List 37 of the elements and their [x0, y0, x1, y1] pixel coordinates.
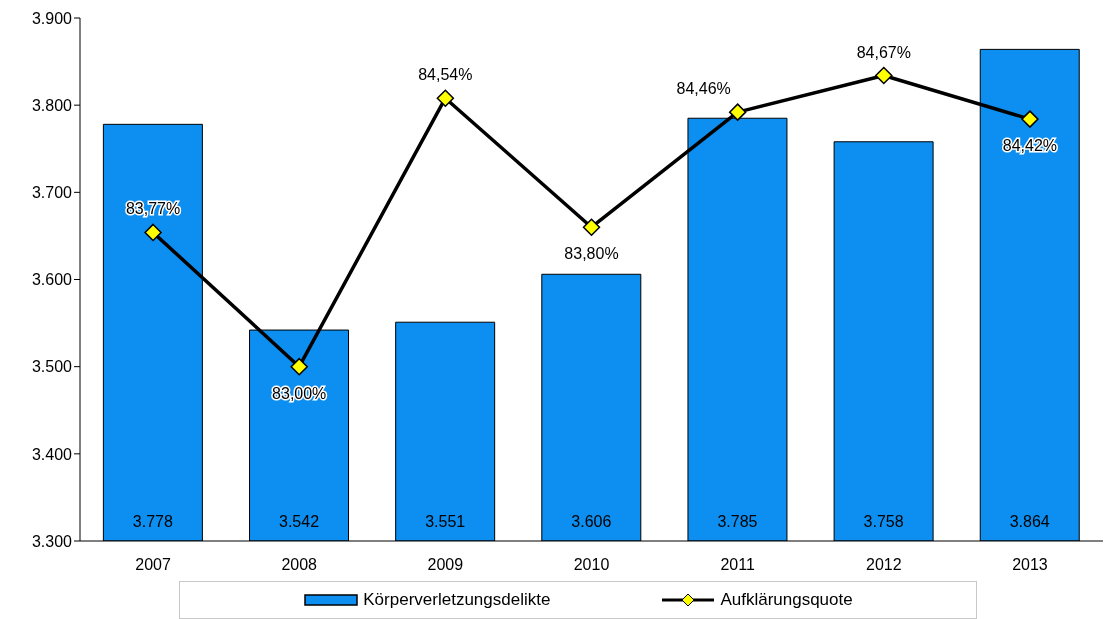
x-tick-label: 2010 [573, 556, 610, 574]
data-label: 3.785 [717, 513, 758, 530]
data-label: 83,77% [125, 200, 181, 218]
legend-label: Körperverletzungsdelikte [363, 590, 551, 610]
point [1021, 110, 1039, 128]
y-tick-label: 3.900 [31, 9, 73, 27]
x-tick-label: 2011 [720, 556, 755, 574]
data-label: 83,80% [564, 245, 619, 263]
point [582, 218, 601, 236]
point [436, 89, 455, 107]
data-label: 3.778 [132, 513, 173, 530]
legend-label: Aufklärungsquote [720, 590, 853, 610]
y-tick-label: 3.800 [31, 96, 73, 114]
point [875, 66, 893, 85]
data-label: 3.542 [279, 513, 320, 530]
data-label: 84,42% [1002, 137, 1058, 155]
data-label: 83,00% [272, 384, 327, 402]
data-label: 3.864 [1009, 513, 1050, 530]
data-label: 84,46% [676, 80, 731, 98]
x-tick-label: 2013 [1012, 556, 1048, 574]
x-tick-label: 2012 [865, 556, 902, 574]
x-tick-label: 2007 [135, 556, 171, 574]
data-label: 84,54% [418, 66, 473, 84]
data-label: 84,67% [856, 43, 911, 61]
x-tick-label: 2009 [427, 556, 464, 574]
y-tick-label: 3.700 [31, 184, 73, 202]
y-tick-label: 3.500 [31, 358, 73, 376]
point [144, 223, 162, 242]
y-tick-label: 3.300 [31, 532, 73, 550]
point [728, 103, 747, 121]
y-tick-label: 3.400 [31, 445, 73, 463]
point [290, 357, 308, 376]
data-label: 3.606 [571, 513, 612, 530]
data-label: 3.551 [425, 513, 466, 530]
y-tick-label: 3.600 [31, 271, 73, 289]
x-tick-label: 2008 [281, 556, 318, 574]
data-label: 3.758 [863, 513, 904, 530]
